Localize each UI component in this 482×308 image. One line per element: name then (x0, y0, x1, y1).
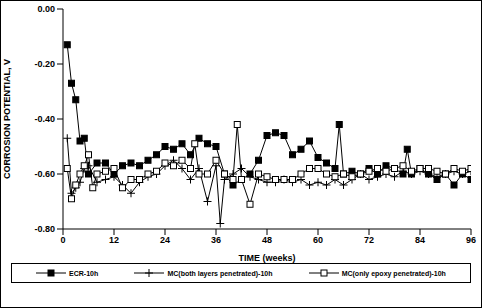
svg-text:0: 0 (60, 235, 65, 245)
svg-text:60: 60 (313, 235, 323, 245)
svg-text:0.00: 0.00 (37, 4, 55, 14)
svg-text:-0.80: -0.80 (34, 224, 55, 234)
html-text:MC(only epoxy penetrated)-10h: MC(only epoxy penetrated)-10h (341, 269, 446, 277)
svg-text:96: 96 (466, 235, 474, 245)
html-text:ECR-10h: ECR-10h (69, 269, 99, 277)
html-text:MC(both layers penetrated)-10h: MC(both layers penetrated)-10h (167, 269, 273, 277)
svg-text:-0.20: -0.20 (34, 59, 55, 69)
svg-text:72: 72 (364, 235, 374, 245)
svg-text:-0.60: -0.60 (34, 169, 55, 179)
svg-text:36: 36 (211, 235, 221, 245)
svg-text:24: 24 (160, 235, 170, 245)
svg-text:-0.40: -0.40 (34, 114, 55, 124)
svg-text:TIME (weeks): TIME (weeks) (238, 253, 295, 263)
svg-text:CORROSION POTENTIAL, V: CORROSION POTENTIAL, V (8, 59, 12, 179)
svg-text:48: 48 (262, 235, 272, 245)
svg-text:84: 84 (415, 235, 425, 245)
svg-text:12: 12 (109, 235, 119, 245)
